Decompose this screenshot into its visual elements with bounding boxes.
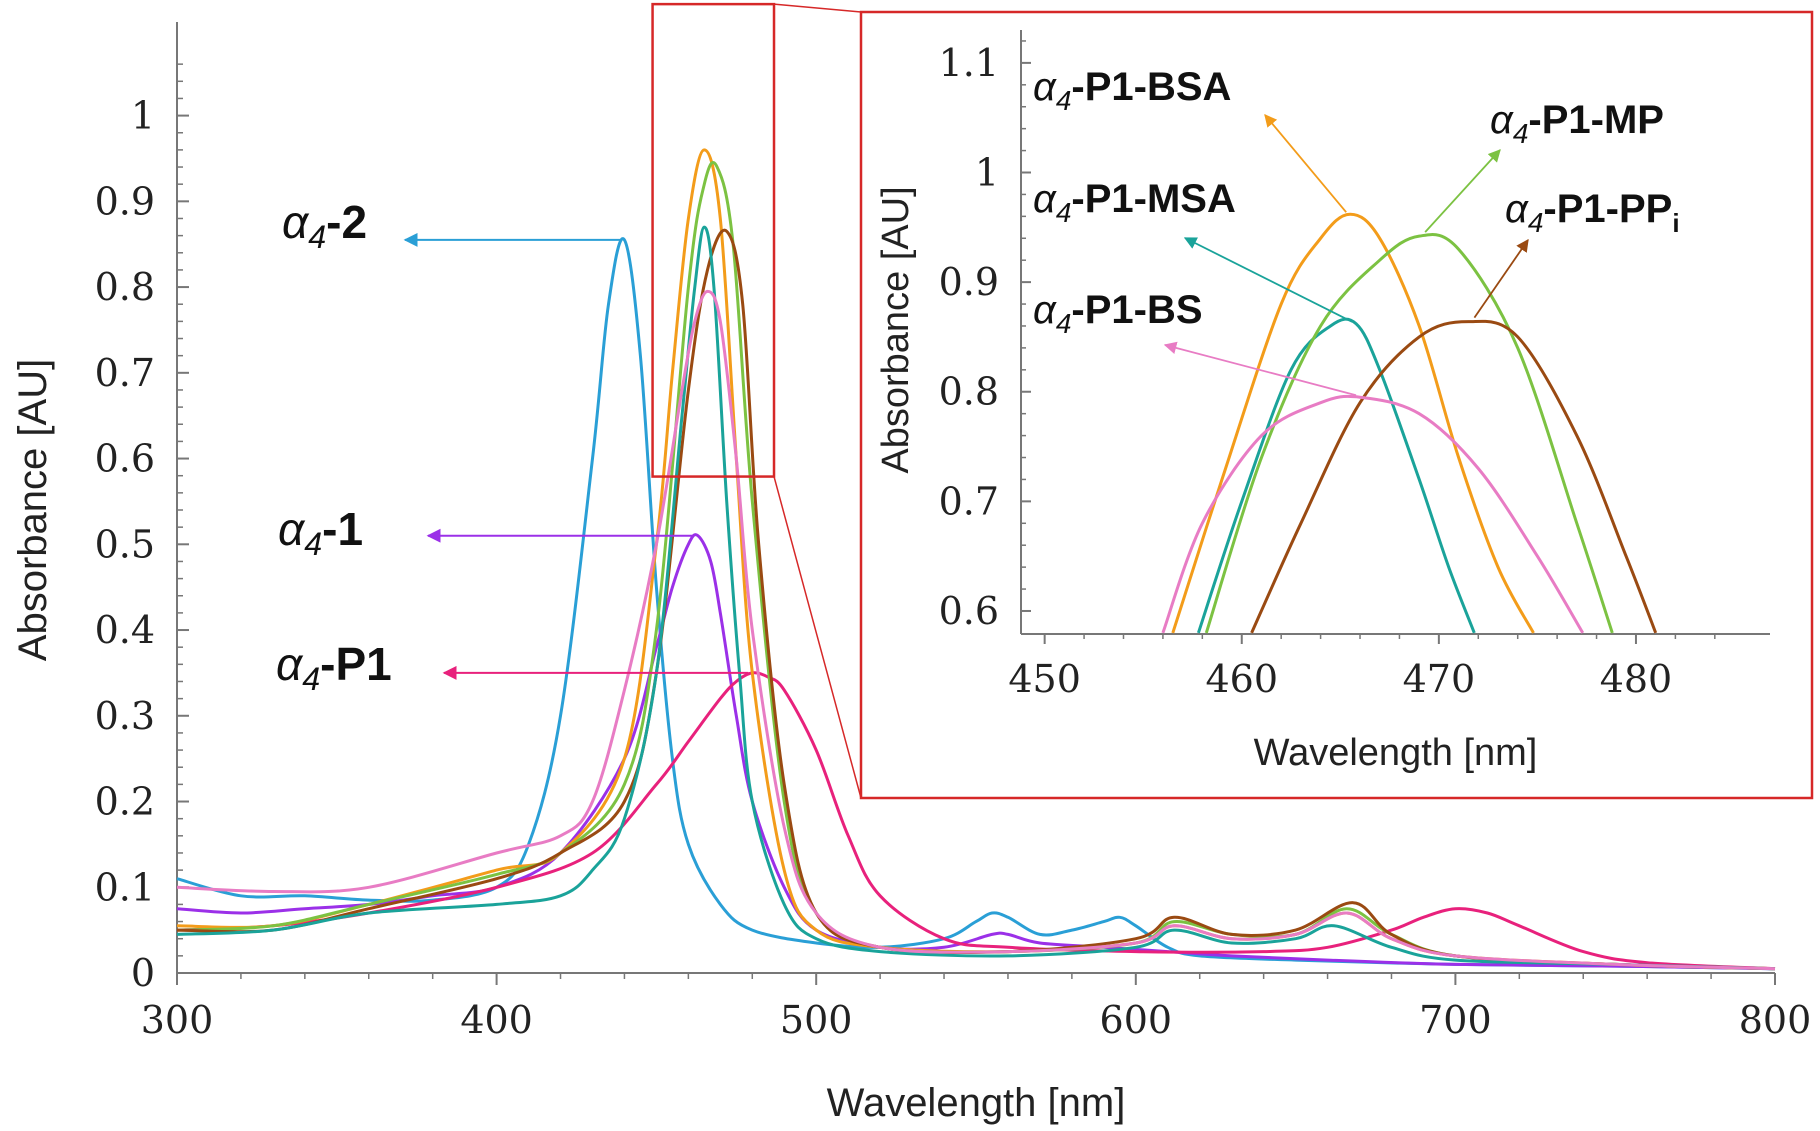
- label-alpha: α: [276, 638, 304, 690]
- label-name: -2: [326, 196, 367, 248]
- main-y-tick-label: 1: [131, 94, 155, 138]
- label-subscript: 4: [308, 219, 326, 255]
- main-x-tick-label: 800: [1739, 998, 1812, 1042]
- label-alpha: α: [1033, 288, 1057, 332]
- label-alpha: α: [1490, 98, 1514, 142]
- main-x-tick-label: 700: [1419, 998, 1492, 1042]
- label-alpha: α: [282, 196, 310, 248]
- inset-y-tick-label: 1: [975, 151, 999, 195]
- main-y-tick-label: 0.4: [95, 608, 155, 652]
- main-x-tick-label: 300: [141, 998, 214, 1042]
- label-name: -1: [322, 503, 363, 555]
- label-name: -P1-BSA: [1071, 65, 1231, 109]
- main-y-tick-label: 0.6: [95, 437, 155, 481]
- main-y-tick-label: 0.5: [95, 522, 155, 566]
- series-label-a1: α4-1: [278, 503, 363, 562]
- main-y-tick-label: 0.2: [95, 780, 155, 824]
- inset-y-tick-label: 0.9: [939, 260, 999, 304]
- main-y-tick-label: 0.7: [95, 351, 155, 395]
- label-name: -P1: [320, 638, 392, 690]
- main-x-tick-label: 600: [1100, 998, 1173, 1042]
- inset-chart: 450 460 470 480 0.6 0.7 0.8 0.9 1 1.1 Wavelength […: [861, 12, 1812, 798]
- inset-y-tick-label: 0.8: [939, 370, 999, 414]
- zoom-connector-top: [774, 4, 861, 12]
- label-alpha: α: [1505, 187, 1529, 231]
- label-name: -P1-MP: [1528, 98, 1664, 142]
- main-y-tick-label: 0.8: [95, 265, 155, 309]
- label-name: -P1-PP: [1543, 187, 1672, 231]
- main-y-tick-label: 0: [131, 951, 155, 995]
- inset-x-tick-label: 450: [1008, 657, 1081, 701]
- series-label-p1: α4-P1: [276, 638, 392, 697]
- label-name: -P1-MSA: [1071, 177, 1235, 221]
- main-y-axis-title: Absorbance [AU]: [11, 359, 55, 661]
- main-y-tick-label: 0.1: [95, 865, 155, 909]
- main-x-tick-label: 500: [780, 998, 853, 1042]
- label-subscript: 4: [302, 661, 320, 697]
- label-subscript: 4: [1056, 197, 1072, 228]
- inset-x-tick-label: 480: [1600, 657, 1673, 701]
- label-alpha: α: [1033, 65, 1057, 109]
- label-subscript-tail: i: [1672, 208, 1679, 238]
- inset-x-axis-title: Wavelength [nm]: [1254, 732, 1538, 774]
- label-subscript: 4: [1056, 308, 1072, 339]
- main-x-tick-label: 400: [460, 998, 533, 1042]
- label-subscript: 4: [1513, 118, 1529, 149]
- main-x-axis-title: Wavelength [nm]: [827, 1081, 1126, 1125]
- label-subscript: 4: [304, 526, 322, 562]
- label-name: -P1-BS: [1071, 288, 1202, 332]
- main-y-tick-label: 0.9: [95, 179, 155, 223]
- inset-x-tick-label: 460: [1205, 657, 1278, 701]
- inset-y-tick-label: 0.7: [939, 479, 999, 523]
- label-subscript: 4: [1528, 207, 1544, 238]
- inset-y-axis-title: Absorbance [AU]: [875, 186, 917, 473]
- inset-y-tick-label: 0.6: [939, 589, 999, 633]
- label-alpha: α: [1033, 177, 1057, 221]
- label-subscript: 4: [1056, 85, 1072, 116]
- label-alpha: α: [278, 503, 306, 555]
- series-label-a2: α4-2: [282, 196, 367, 255]
- inset-x-tick-label: 470: [1403, 657, 1476, 701]
- inset-y-tick-label: 1.1: [939, 41, 999, 85]
- main-y-tick-label: 0.3: [95, 694, 155, 738]
